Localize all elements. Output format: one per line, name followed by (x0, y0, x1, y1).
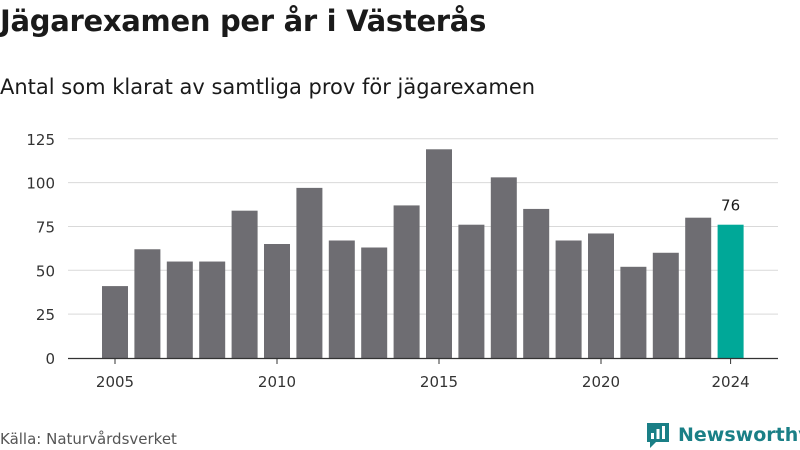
bar-chart-speech-bubble-icon (647, 423, 669, 448)
chart-title: Jägarexamen per år i Västerås (0, 4, 487, 38)
y-tick-label: 100 (26, 175, 55, 193)
bar-2017 (490, 177, 517, 358)
bar-2009 (231, 210, 258, 358)
y-tick-label: 75 (36, 218, 55, 236)
x-tick-label: 2024 (712, 373, 750, 391)
y-tick-label: 125 (26, 131, 55, 149)
bar-2018 (523, 208, 550, 358)
bar-2020 (588, 233, 614, 358)
bar-2021 (620, 266, 647, 358)
data-labels: 76 (721, 197, 740, 215)
x-tick-label: 2010 (258, 373, 296, 391)
chart-subtitle: Antal som klarat av samtliga prov för jä… (0, 75, 536, 99)
x-axis: 2005 2010 2015 2020 2024 (68, 357, 778, 391)
bar-2022 (652, 252, 679, 358)
data-label-2024: 76 (721, 197, 740, 215)
bar-2011 (296, 187, 323, 358)
bar-2019 (555, 240, 582, 358)
bar-2016 (458, 224, 485, 358)
y-tick-label: 25 (36, 306, 55, 324)
x-tick-label: 2015 (420, 373, 458, 391)
bar-2012 (328, 240, 355, 358)
bar-2006 (134, 249, 161, 358)
bar-2008 (199, 261, 226, 358)
y-tick-label: 0 (45, 350, 55, 368)
x-tick-label: 2020 (582, 373, 620, 391)
bar-2005 (102, 286, 128, 358)
bar-2007 (166, 261, 193, 358)
bar-2014 (393, 205, 420, 358)
source-note: Källa: Naturvårdsverket (0, 430, 177, 448)
bar-2013 (361, 247, 388, 358)
y-tick-label: 50 (36, 262, 55, 280)
bars (102, 149, 744, 358)
brand-logo: Newsworthy (645, 421, 800, 449)
bar-2024 (717, 224, 744, 358)
bar-2015 (426, 149, 452, 358)
x-tick-label: 2005 (96, 373, 134, 391)
bar-2023 (685, 217, 712, 358)
y-axis: 0 25 50 75 100 125 (26, 131, 55, 368)
brand-name: Newsworthy (678, 424, 800, 446)
bar-2010 (264, 244, 290, 358)
